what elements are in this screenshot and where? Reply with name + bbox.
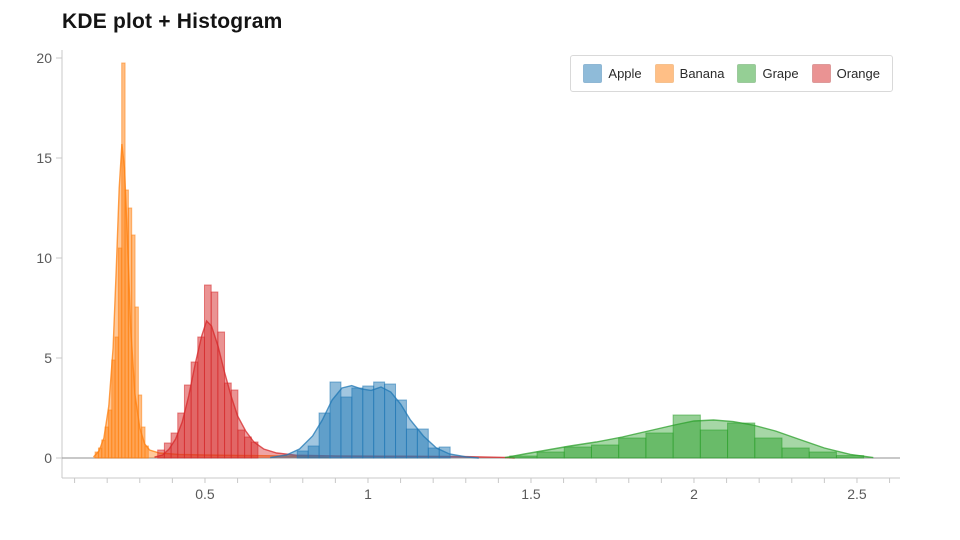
hist-bar (237, 429, 246, 459)
x-tick-label: 0.5 (195, 486, 215, 502)
hist-bar (134, 306, 139, 459)
hist-bar (250, 441, 259, 459)
hist-bar (373, 381, 386, 459)
hist-bar (754, 437, 783, 459)
hist-bar (427, 447, 440, 459)
y-tick-label: 10 (36, 250, 52, 266)
hist-bar (217, 331, 226, 459)
hist-bar (318, 412, 331, 459)
legend: Apple Banana Grape Orange (570, 55, 893, 92)
hist-bar (329, 381, 342, 459)
hist-bar (307, 445, 320, 459)
hist-bar (563, 446, 592, 459)
hist-bar (727, 422, 756, 459)
x-tick-label: 1 (364, 486, 372, 502)
apple-swatch-icon (583, 64, 603, 83)
hist-bar (405, 428, 418, 459)
hist-bar (190, 361, 199, 459)
hist-bar (590, 444, 620, 459)
series-apple (270, 381, 479, 459)
y-tick-label: 15 (36, 150, 52, 166)
hist-bar (170, 432, 179, 459)
y-tick-label: 20 (36, 50, 52, 66)
legend-label: Grape (762, 66, 799, 81)
legend-item-grape[interactable]: Grape (737, 64, 799, 83)
x-tick-label: 2.5 (847, 486, 867, 502)
hist-bar (438, 446, 451, 459)
hist-bar (351, 387, 364, 459)
hist-bar (157, 449, 165, 459)
hist-bar (177, 412, 185, 459)
hist-bar (835, 455, 865, 459)
x-tick-label: 2 (690, 486, 698, 502)
legend-label: Apple (608, 66, 642, 81)
hist-bar (224, 382, 232, 459)
banana-swatch-icon (654, 64, 674, 83)
hist-bar (416, 428, 429, 459)
hist-bar (536, 451, 565, 459)
hist-bar (203, 284, 212, 459)
hist-bar (230, 389, 239, 459)
grape-swatch-icon (737, 64, 757, 83)
legend-item-orange[interactable]: Orange (811, 64, 880, 83)
hist-bar (296, 450, 309, 459)
y-tick-label: 0 (44, 450, 52, 466)
hist-bar (340, 396, 353, 459)
series-grape (504, 414, 874, 459)
chart-title: KDE plot + Histogram (62, 10, 283, 33)
hist-bar (163, 442, 172, 459)
y-tick-label: 5 (44, 350, 52, 366)
hist-bar (808, 451, 837, 459)
hist-bar (362, 385, 375, 459)
legend-item-banana[interactable]: Banana (654, 64, 725, 83)
hist-bar (141, 426, 146, 459)
x-tick-label: 1.5 (521, 486, 541, 502)
series-banana (92, 62, 329, 459)
hist-bar (509, 455, 538, 459)
orange-swatch-icon (811, 64, 831, 83)
hist-bar (699, 429, 729, 459)
hist-bar (645, 432, 674, 459)
hist-bar (781, 447, 810, 459)
hist-bar (384, 383, 397, 459)
hist-bar (144, 445, 149, 459)
hist-bar (618, 437, 647, 459)
series-orange (154, 284, 515, 459)
legend-label: Banana (679, 66, 725, 81)
hist-bar (672, 414, 701, 459)
legend-item-apple[interactable]: Apple (583, 64, 642, 83)
legend-label: Orange (836, 66, 880, 81)
hist-bar (183, 384, 192, 459)
hist-bar (395, 399, 407, 459)
hist-bar (210, 291, 219, 459)
hist-bar (244, 436, 252, 459)
hist-bar (197, 336, 205, 459)
